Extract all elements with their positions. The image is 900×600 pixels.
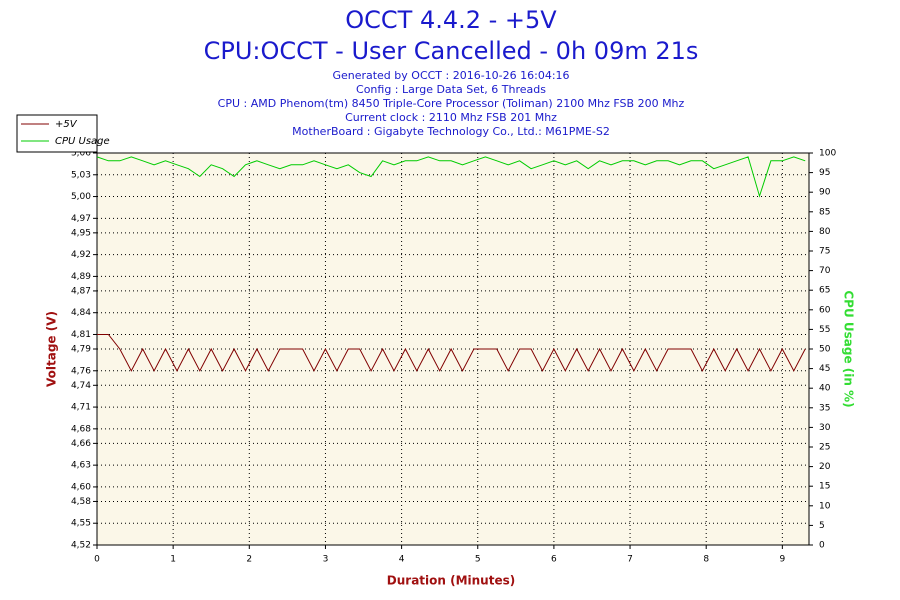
- y-tick-label: 4,81: [71, 330, 91, 340]
- y2-tick-label: 15: [819, 482, 830, 492]
- x-axis-label: Duration (Minutes): [387, 574, 515, 588]
- y-tick-label: 5,00: [71, 192, 91, 202]
- y2-tick-label: 35: [819, 403, 830, 413]
- y2-tick-label: 85: [819, 207, 830, 217]
- info-line: Generated by OCCT : 2016-10-26 16:04:16: [332, 69, 569, 82]
- y2-tick-label: 20: [819, 462, 831, 472]
- y-tick-label: 4,84: [71, 308, 91, 318]
- y2-tick-label: 70: [819, 266, 831, 276]
- y2-tick-label: 30: [819, 423, 831, 433]
- x-tick-label: 5: [475, 555, 481, 565]
- info-line: MotherBoard : Gigabyte Technology Co., L…: [292, 125, 610, 138]
- y2-axis-label: CPU Usage (in %): [842, 290, 856, 407]
- info-line: Config : Large Data Set, 6 Threads: [356, 83, 546, 96]
- y-tick-label: 4,79: [71, 345, 91, 355]
- y-tick-label: 4,76: [71, 366, 91, 376]
- y-tick-label: 4,92: [71, 250, 91, 260]
- y2-tick-label: 55: [819, 325, 830, 335]
- chart-subtitle: CPU:OCCT - User Cancelled - 0h 09m 21s: [204, 37, 699, 65]
- y2-tick-label: 10: [819, 501, 831, 511]
- x-tick-label: 9: [779, 555, 785, 565]
- y2-tick-label: 0: [819, 541, 825, 551]
- y2-tick-label: 90: [819, 188, 831, 198]
- x-tick-label: 4: [399, 555, 405, 565]
- series-line: [97, 334, 806, 372]
- y2-tick-label: 60: [819, 305, 831, 315]
- x-tick-label: 2: [246, 555, 252, 565]
- y2-tick-label: 95: [819, 168, 830, 178]
- x-tick-label: 3: [323, 555, 329, 565]
- y-tick-label: 4,74: [71, 381, 91, 391]
- y-tick-label: 5,06: [71, 149, 91, 159]
- y-tick-label: 4,97: [71, 214, 91, 224]
- y-tick-label: 4,63: [71, 461, 91, 471]
- x-tick-label: 1: [170, 555, 176, 565]
- y-tick-label: 5,03: [71, 170, 91, 180]
- x-tick-label: 6: [551, 555, 557, 565]
- y-tick-label: 4,71: [71, 403, 91, 413]
- legend-box: [16, 114, 98, 153]
- y2-tick-label: 75: [819, 247, 830, 257]
- y-tick-label: 4,89: [71, 272, 91, 282]
- y2-tick-label: 25: [819, 443, 830, 453]
- y2-tick-label: 65: [819, 286, 830, 296]
- chart-title: OCCT 4.4.2 - +5V: [345, 6, 557, 34]
- y-tick-label: 4,58: [71, 497, 91, 507]
- y-tick-label: 4,55: [71, 519, 91, 529]
- info-line: CPU : AMD Phenom(tm) 8450 Triple-Core Pr…: [218, 97, 685, 110]
- y2-tick-label: 80: [819, 227, 831, 237]
- plot-border: [96, 152, 810, 546]
- y2-tick-label: 100: [819, 149, 836, 159]
- info-line: Current clock : 2110 Mhz FSB 201 Mhz: [345, 111, 557, 124]
- x-tick-label: 8: [703, 555, 709, 565]
- y2-tick-label: 5: [819, 521, 825, 531]
- legend-label: +5V: [55, 119, 78, 130]
- x-tick-label: 0: [94, 555, 100, 565]
- y-axis-label: Voltage (V): [45, 311, 59, 387]
- y-tick-label: 4,52: [71, 541, 91, 551]
- y2-tick-label: 45: [819, 364, 830, 374]
- y-tick-label: 4,60: [71, 482, 91, 492]
- y-tick-label: 4,95: [71, 228, 91, 238]
- y-tick-label: 4,87: [71, 286, 91, 296]
- y-tick-label: 4,66: [71, 439, 91, 449]
- series-line: [96, 156, 806, 198]
- y2-tick-label: 50: [819, 345, 831, 355]
- y-tick-label: 4,68: [71, 424, 91, 434]
- y2-tick-label: 40: [819, 384, 831, 394]
- legend-label: CPU Usage: [55, 136, 110, 147]
- x-tick-label: 7: [627, 555, 633, 565]
